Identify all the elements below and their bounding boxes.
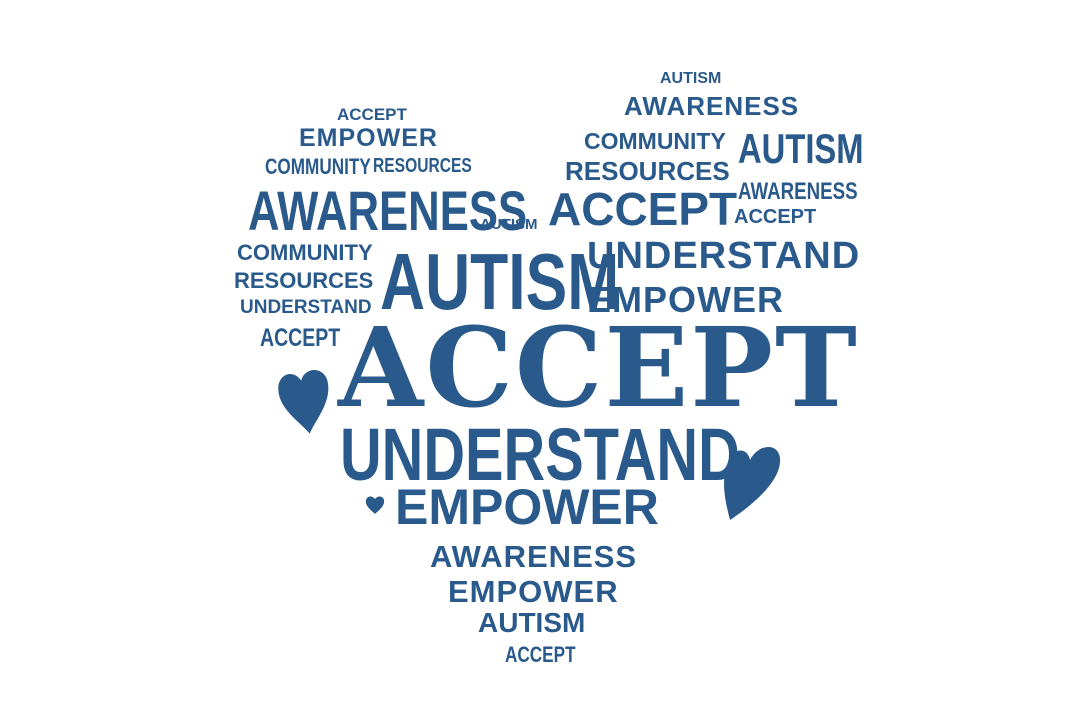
- word: EMPOWER: [395, 479, 659, 535]
- word: AWARENESS: [430, 539, 638, 574]
- word: AWARENESS: [624, 91, 800, 121]
- word: COMMUNITY: [237, 240, 373, 265]
- word: UNDERSTAND: [340, 413, 740, 496]
- word: AWARENESS: [248, 179, 528, 242]
- word: COMMUNITY: [584, 128, 726, 154]
- word: UNDERSTAND: [587, 235, 861, 277]
- heart-icon: [365, 496, 385, 514]
- word: RESOURCES: [234, 268, 374, 293]
- word: AWARENESS: [738, 178, 858, 205]
- word: RESOURCES: [565, 156, 730, 186]
- word: AUTISM: [738, 125, 864, 172]
- word: AUTISM: [478, 607, 586, 638]
- word: EMPOWER: [299, 124, 438, 152]
- word: ACCEPT: [548, 183, 738, 235]
- word: ACCEPT: [260, 324, 341, 352]
- word: RESOURCES: [373, 155, 472, 177]
- word: ACCEPT: [734, 206, 817, 228]
- word: EMPOWER: [448, 574, 619, 609]
- word: ACCEPT: [338, 303, 859, 432]
- heart-icon: [724, 446, 781, 520]
- word: UNDERSTAND: [240, 297, 372, 318]
- word: COMMUNITY: [265, 154, 371, 179]
- heart-icon: [278, 370, 329, 434]
- word: ACCEPT: [337, 105, 407, 124]
- word: AUTISM: [660, 70, 722, 87]
- word: EMPOWER: [587, 279, 785, 320]
- word: AUTISM: [480, 216, 538, 233]
- word: AUTISM: [380, 237, 620, 326]
- word: ACCEPT: [505, 642, 576, 667]
